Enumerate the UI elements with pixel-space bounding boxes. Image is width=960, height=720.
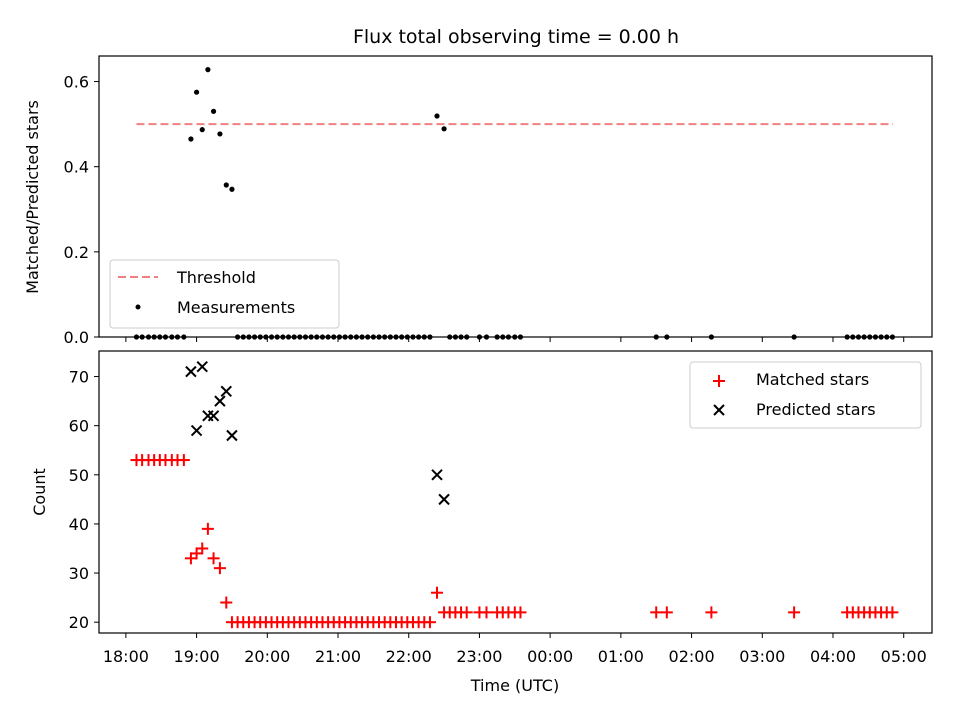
matched-star-point (213, 562, 226, 575)
measurement-point (441, 126, 447, 132)
top-legend-box (109, 259, 340, 329)
matched-star-point (177, 454, 190, 467)
predicted-star-point (220, 385, 232, 397)
predicted-star-point (196, 361, 208, 373)
matched-star-point (460, 606, 473, 619)
x-tick-label: 20:00 (244, 647, 290, 666)
measurement-point (217, 131, 223, 137)
legend-threshold-label: Threshold (176, 268, 256, 287)
x-tick-label: 00:00 (527, 647, 573, 666)
legend-matched-label: Matched stars (756, 370, 869, 389)
top-panel: 0.0 0.2 0.4 0.6 Matched/Predicted stars Thr… (23, 55, 933, 347)
matched-star-point (431, 586, 444, 599)
top-y-tick-label: 0.0 (64, 328, 89, 347)
matched-star-point (480, 606, 493, 619)
top-y-tick-label: 0.6 (64, 73, 89, 92)
predicted-star-point (190, 424, 203, 437)
top-legend: Threshold Measurements (109, 259, 340, 329)
measurement-point (188, 136, 194, 142)
bottom-y-tick-label: 20 (69, 613, 89, 632)
x-tick-label: 18:00 (103, 647, 149, 666)
matched-star-point (788, 606, 801, 619)
x-tick-label: 19:00 (174, 647, 220, 666)
bottom-x-ticks: 18:00 19:00 20:00 21:00 22:00 23:00 00:00 01:00… (103, 633, 927, 666)
top-x-ticks (125, 337, 905, 342)
matched-star-point (220, 596, 233, 609)
bottom-plot-frame (98, 350, 933, 634)
top-plot-frame (98, 55, 933, 338)
matched-star-point (207, 552, 220, 565)
bottom-legend-box (689, 361, 922, 429)
legend-predicted-marker (713, 404, 725, 416)
bottom-y-tick-label: 40 (69, 515, 89, 534)
bottom-y-tick-label: 60 (69, 417, 89, 436)
measurement-point (205, 67, 211, 73)
measurement-point (199, 127, 205, 133)
legend-measurements-label: Measurements (177, 298, 295, 317)
chart-title: Flux total observing time = 0.00 h (353, 26, 679, 48)
legend-measurement-marker (135, 304, 141, 310)
matched-star-point (705, 606, 718, 619)
matched-star-point (660, 606, 673, 619)
predicted-star-point (226, 429, 238, 442)
bottom-y-ticks: 20 30 40 50 60 70 (69, 368, 99, 632)
matched-star-point (201, 522, 214, 535)
matched-star-point (650, 606, 663, 619)
predicted-star-point (431, 469, 443, 481)
matched-star-point (423, 616, 436, 629)
matched-star-point (196, 542, 209, 555)
x-tick-label: 23:00 (456, 647, 502, 666)
predicted-star-point (214, 395, 226, 407)
x-tick-label: 01:00 (598, 647, 644, 666)
top-y-axis-label: Matched/Predicted stars (23, 100, 42, 294)
bottom-y-tick-label: 70 (69, 368, 89, 387)
x-tick-label: 03:00 (739, 647, 785, 666)
matched-star-point (886, 606, 899, 619)
matched-star-point (514, 606, 527, 619)
x-tick-label: 04:00 (810, 647, 856, 666)
bottom-legend: Matched stars Predicted stars (689, 361, 922, 429)
bottom-y-tick-label: 50 (69, 466, 89, 485)
measurement-point (229, 186, 235, 192)
measurement-point (223, 182, 229, 188)
legend-matched-marker (713, 375, 725, 387)
x-tick-label: 21:00 (315, 647, 361, 666)
top-y-tick-label: 0.2 (64, 243, 89, 262)
measurement-point (210, 108, 217, 114)
top-y-ticks: 0.0 0.2 0.4 0.6 (64, 73, 99, 347)
x-axis-label: Time (UTC) (470, 676, 559, 695)
predicted-star-point (438, 493, 450, 506)
bottom-panel: 18:00 19:00 20:00 21:00 22:00 23:00 00:00 01:00… (30, 350, 933, 695)
x-tick-label: 02:00 (669, 647, 715, 666)
predicted-star-point (185, 365, 197, 378)
bottom-y-tick-label: 30 (69, 564, 89, 583)
measurement-point (434, 113, 440, 119)
legend-predicted-label: Predicted stars (756, 400, 876, 419)
top-y-tick-label: 0.4 (64, 158, 89, 177)
bottom-y-axis-label: Count (30, 468, 49, 516)
measurement-point (193, 89, 200, 95)
predicted-star-point (207, 410, 220, 422)
x-tick-label: 22:00 (386, 647, 432, 666)
x-tick-label: 05:00 (881, 647, 927, 666)
count-points (130, 361, 899, 629)
